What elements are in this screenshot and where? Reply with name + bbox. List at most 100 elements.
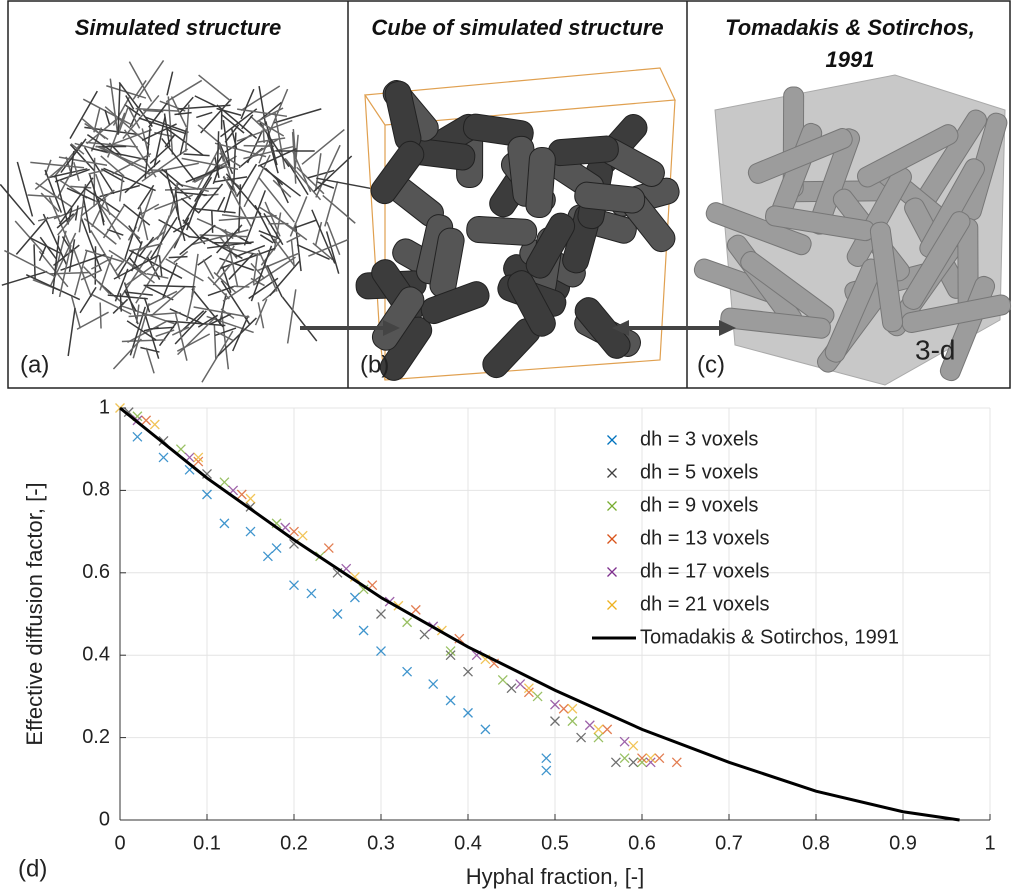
fibre	[291, 149, 312, 193]
fibre	[29, 237, 61, 254]
fibre	[93, 157, 96, 207]
fibre	[316, 177, 372, 190]
fibre	[301, 128, 345, 165]
fibre	[99, 206, 122, 240]
fibre	[257, 249, 278, 292]
data-point	[523, 683, 534, 694]
data-point	[332, 609, 343, 619]
fibre	[69, 143, 95, 172]
fibre	[213, 323, 217, 360]
data-point	[123, 407, 134, 418]
data-point	[306, 588, 317, 599]
data-point	[567, 716, 578, 727]
fibre	[112, 96, 131, 126]
fibre	[216, 131, 220, 175]
fibre	[1, 270, 48, 286]
legend-label: dh = 9 voxels	[640, 494, 758, 516]
fibre	[107, 228, 124, 236]
fibre	[147, 290, 178, 307]
fibre	[314, 221, 323, 246]
fibre	[90, 127, 103, 152]
fibre	[127, 106, 141, 129]
fibre	[289, 196, 308, 237]
fibre	[225, 173, 262, 215]
fibre	[207, 276, 230, 300]
fibre	[206, 241, 254, 249]
data-point	[289, 526, 299, 537]
data-point	[515, 679, 526, 689]
fibre	[122, 94, 160, 140]
data-point	[550, 716, 560, 727]
fibre	[212, 262, 233, 286]
fibre	[243, 154, 271, 208]
fibre	[70, 143, 85, 155]
fibre	[135, 107, 180, 112]
fibre	[73, 162, 80, 181]
data-point	[637, 757, 647, 768]
x-tick-label: 0.2	[280, 832, 308, 854]
fibre	[179, 224, 216, 256]
data-point	[349, 592, 360, 603]
data-point	[219, 477, 230, 488]
fibre	[197, 314, 219, 328]
fibre	[161, 137, 196, 182]
fibre	[221, 314, 230, 370]
data-point	[428, 679, 439, 689]
x-tick-label: 0.4	[454, 832, 482, 854]
fibre	[56, 213, 75, 229]
fibre	[79, 286, 97, 314]
fibre	[200, 98, 232, 134]
fibre	[149, 145, 170, 164]
fibre	[139, 205, 149, 241]
fibre	[181, 157, 239, 170]
data-point	[193, 452, 204, 463]
fibre	[264, 167, 284, 186]
data-point	[132, 431, 143, 442]
fibre	[243, 145, 295, 160]
fibre	[235, 163, 258, 198]
cylinder	[869, 221, 904, 333]
fibre	[264, 201, 281, 237]
fibre	[144, 127, 151, 179]
fibre	[76, 311, 109, 330]
fibre	[95, 173, 111, 215]
fibre	[370, 140, 425, 205]
cylinder	[747, 128, 853, 184]
fibre	[162, 262, 178, 299]
fibre	[525, 146, 556, 219]
fibre	[81, 117, 106, 139]
data-point	[193, 456, 204, 467]
legend-label: dh = 21 voxels	[640, 593, 770, 615]
fibre	[33, 244, 36, 280]
fibre	[233, 132, 237, 185]
fibre	[15, 216, 49, 255]
fibre	[176, 333, 211, 352]
data-point	[637, 753, 647, 764]
fibre	[150, 285, 186, 317]
legend-marker	[607, 567, 617, 577]
fibre-cube	[355, 67, 680, 381]
fibre	[119, 293, 123, 312]
fibre	[174, 310, 207, 345]
data-point	[445, 650, 456, 661]
fibre	[198, 183, 224, 214]
fibre	[57, 211, 78, 236]
fibre	[216, 245, 235, 275]
fibre	[127, 320, 168, 344]
legend-label: dh = 3 voxels	[640, 428, 758, 450]
y-tick-label: 0.2	[82, 726, 110, 748]
panel-label: (c)	[697, 351, 725, 378]
fibre	[153, 116, 166, 168]
fibre	[83, 266, 111, 295]
fibre	[193, 306, 250, 318]
x-tick-label: 0.7	[715, 832, 743, 854]
fibre	[194, 95, 216, 107]
fibre	[217, 317, 257, 357]
data-point	[593, 732, 604, 743]
fibre	[228, 252, 254, 280]
fibre	[316, 180, 335, 189]
arrows	[300, 320, 736, 336]
x-tick-label: 0.9	[889, 832, 917, 854]
fibre	[547, 135, 619, 167]
fibre	[165, 258, 204, 282]
